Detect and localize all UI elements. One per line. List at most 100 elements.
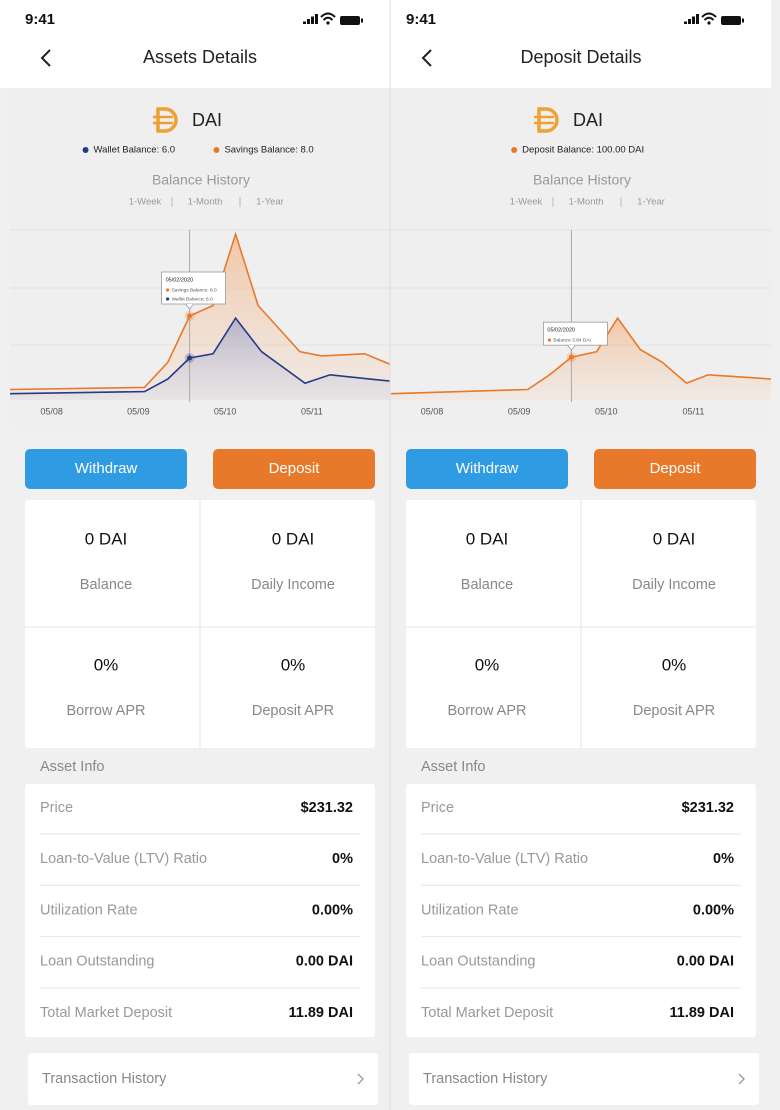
button-label: Deposit <box>269 460 321 477</box>
range-option: 1-Month <box>188 197 223 208</box>
stat-value: 0% <box>281 655 306 674</box>
info-value: 0% <box>713 851 734 867</box>
battery-icon <box>340 16 360 25</box>
stat-label: Deposit APR <box>252 703 334 719</box>
stat-label: Deposit APR <box>633 703 715 719</box>
info-value: 0.00% <box>312 902 353 918</box>
token-icon-bars <box>153 115 173 125</box>
info-card <box>25 784 375 1037</box>
action-button[interactable] <box>406 449 568 489</box>
info-label: Price <box>40 800 73 816</box>
signal-bar <box>315 14 318 24</box>
x-tick-label: 05/11 <box>683 406 705 416</box>
legend-dot <box>82 147 89 153</box>
info-label: Total Market Deposit <box>421 1005 553 1021</box>
tooltip-pointer <box>185 303 194 310</box>
line <box>390 316 772 395</box>
chevron <box>738 1073 745 1085</box>
range-option: 1-Year <box>637 197 665 208</box>
status-time: 9:41 <box>25 11 55 28</box>
page-title: Deposit Details <box>520 47 641 67</box>
wifi-dot <box>707 21 711 25</box>
tooltip-dot <box>547 338 552 342</box>
token-icon <box>537 107 559 133</box>
signal-bar <box>692 16 695 24</box>
x-tick-label: 05/08 <box>421 406 444 416</box>
link-card[interactable] <box>28 1053 378 1105</box>
x-tick-label: 05/09 <box>127 406 150 416</box>
token-icon <box>156 107 178 133</box>
signal-bar <box>696 14 699 24</box>
tooltip-date: 05/02/2020 <box>166 277 194 283</box>
header <box>0 0 390 88</box>
legend-dot <box>511 147 518 153</box>
info-label: Loan-to-Value (LTV) Ratio <box>421 851 588 867</box>
stat-label: Daily Income <box>632 577 716 593</box>
legend-label: Savings Balance: 8.0 <box>224 145 313 156</box>
tooltip-dot <box>165 288 170 292</box>
wifi-icon <box>320 12 336 21</box>
info-card <box>406 784 756 1037</box>
token-name: DAI <box>192 110 222 130</box>
stat-value: 0 DAI <box>85 529 128 548</box>
info-value: 0% <box>332 851 353 867</box>
stat-label: Borrow APR <box>67 703 146 719</box>
stat-label: Balance <box>461 577 513 593</box>
link-card[interactable] <box>409 1053 759 1105</box>
x-tick-label: 05/10 <box>214 406 237 416</box>
tooltip-line: Wallet Balance: 6.0 <box>172 296 213 302</box>
stat-label: Borrow APR <box>448 703 527 719</box>
button-label: Withdraw <box>75 460 138 477</box>
legend-dot <box>213 147 220 153</box>
status-time: 9:41 <box>406 11 436 28</box>
back-button[interactable] <box>421 49 432 67</box>
range-option: 1-Week <box>510 197 543 208</box>
stat-value: 0 DAI <box>466 529 509 548</box>
chart-title: Balance History <box>533 172 631 188</box>
token-name: DAI <box>573 110 603 130</box>
hover-point <box>568 354 574 360</box>
token-icon-bars <box>534 115 554 125</box>
section-title: Asset Info <box>40 759 104 775</box>
signal-bar <box>684 21 687 24</box>
chevron <box>357 1073 364 1085</box>
link-label: Transaction History <box>423 1071 548 1087</box>
area <box>391 318 771 400</box>
wifi-dot <box>326 21 330 25</box>
info-value: $231.32 <box>682 800 734 816</box>
info-value: 11.89 DAI <box>289 1005 354 1021</box>
signal-bar <box>303 21 306 24</box>
stat-label: Daily Income <box>251 577 335 593</box>
info-value: 11.89 DAI <box>670 1005 735 1021</box>
wifi-icon <box>701 12 717 21</box>
info-value: 0.00% <box>693 902 734 918</box>
battery-tip <box>742 18 744 23</box>
tooltip-line: Balance 3.84 DAI <box>553 337 590 343</box>
x-tick-label: 05/10 <box>595 406 618 416</box>
hover-point <box>187 355 193 361</box>
tooltip-date: 05/02/2020 <box>547 328 575 334</box>
legend-label: Deposit Balance: 100.00 DAI <box>522 145 644 156</box>
stat-value: 0% <box>475 655 500 674</box>
action-button[interactable] <box>594 449 756 489</box>
stat-value: 0 DAI <box>272 529 315 548</box>
area <box>10 318 390 400</box>
back-button[interactable] <box>40 49 51 67</box>
hover-point <box>187 313 193 319</box>
stat-value: 0% <box>94 655 119 674</box>
tooltip-dot <box>165 297 170 301</box>
tooltip-pointer <box>567 344 576 351</box>
info-label: Loan-to-Value (LTV) Ratio <box>40 851 207 867</box>
action-button[interactable] <box>25 449 187 489</box>
info-label: Total Market Deposit <box>40 1005 172 1021</box>
section-title: Asset Info <box>421 759 485 775</box>
action-button[interactable] <box>213 449 375 489</box>
info-value: $231.32 <box>301 800 353 816</box>
link-label: Transaction History <box>42 1071 167 1087</box>
button-label: Withdraw <box>456 460 519 477</box>
info-label: Price <box>421 800 454 816</box>
stat-label: Balance <box>80 577 132 593</box>
info-label: Loan Outstanding <box>421 954 535 970</box>
x-tick-label: 05/08 <box>40 406 63 416</box>
x-tick-label: 05/09 <box>508 406 531 416</box>
